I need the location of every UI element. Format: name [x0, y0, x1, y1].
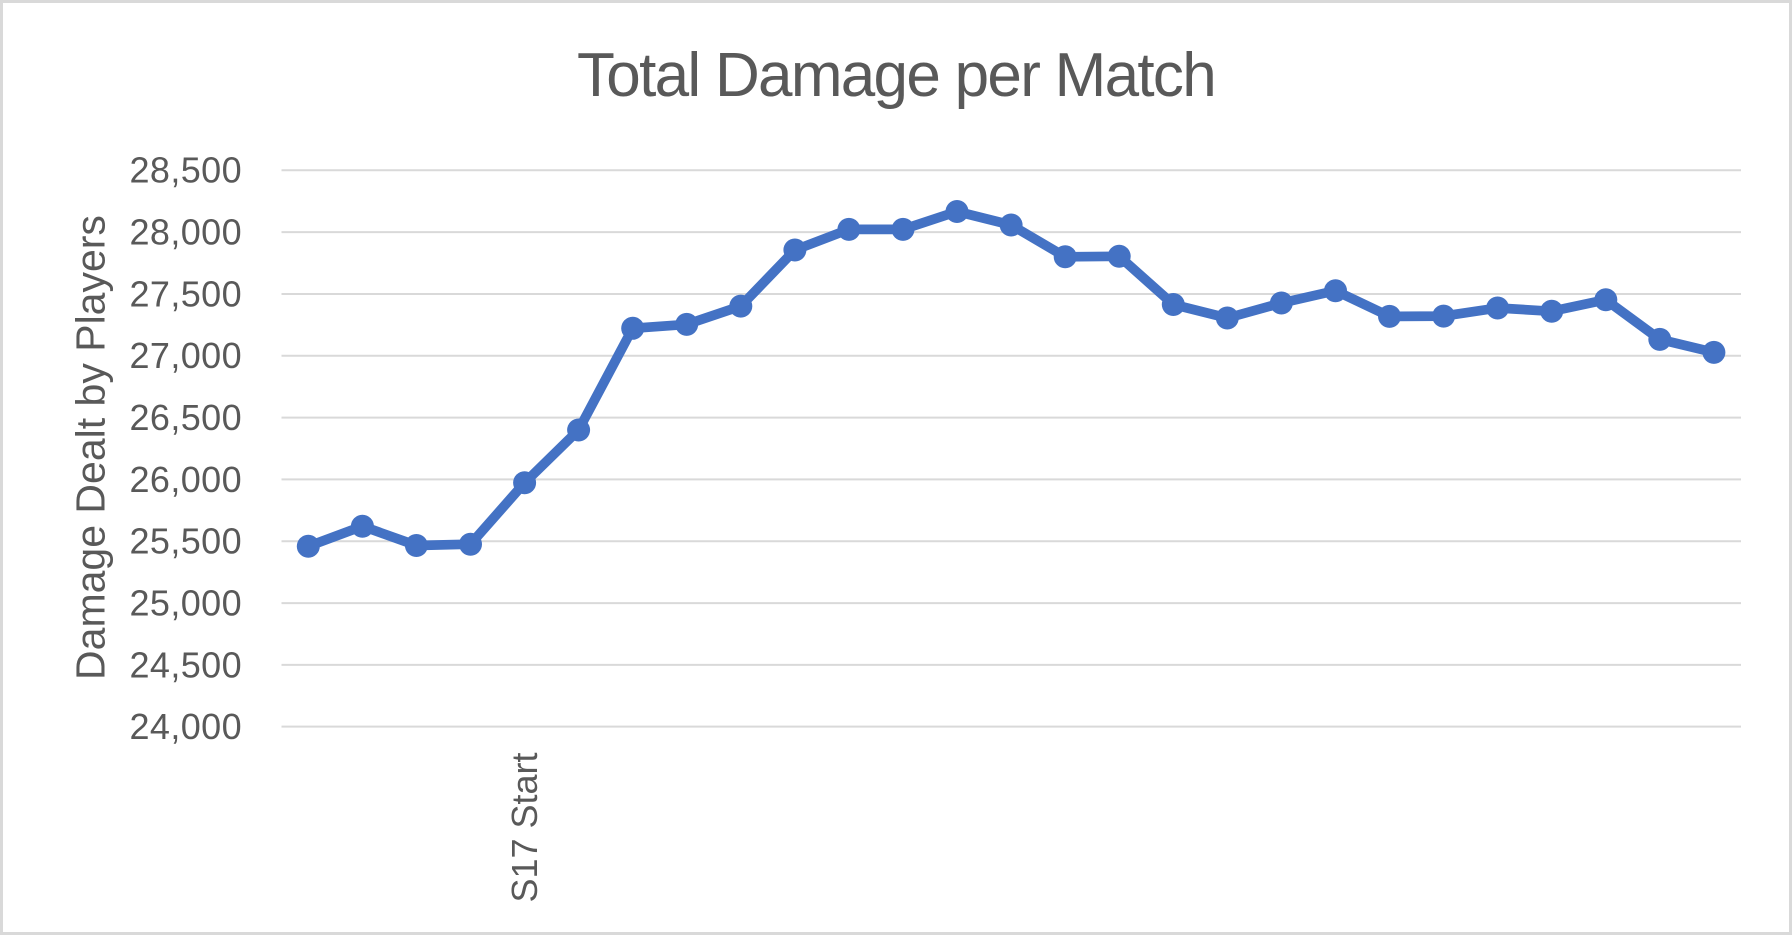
svg-text:25,500: 25,500 [129, 521, 242, 562]
svg-text:25,000: 25,000 [129, 583, 242, 624]
svg-text:24,000: 24,000 [129, 706, 242, 747]
svg-text:26,500: 26,500 [129, 397, 242, 438]
svg-text:26,000: 26,000 [129, 459, 242, 500]
svg-text:28,000: 28,000 [129, 212, 242, 253]
svg-text:S17 Start: S17 Start [504, 752, 545, 902]
svg-text:24,500: 24,500 [129, 644, 242, 685]
svg-text:27,000: 27,000 [129, 335, 242, 376]
svg-text:Damage Dealt by Players: Damage Dealt by Players [68, 215, 114, 680]
svg-text:28,500: 28,500 [129, 150, 242, 191]
svg-text:Total Damage per Match: Total Damage per Match [577, 41, 1215, 110]
svg-text:27,500: 27,500 [129, 273, 242, 314]
